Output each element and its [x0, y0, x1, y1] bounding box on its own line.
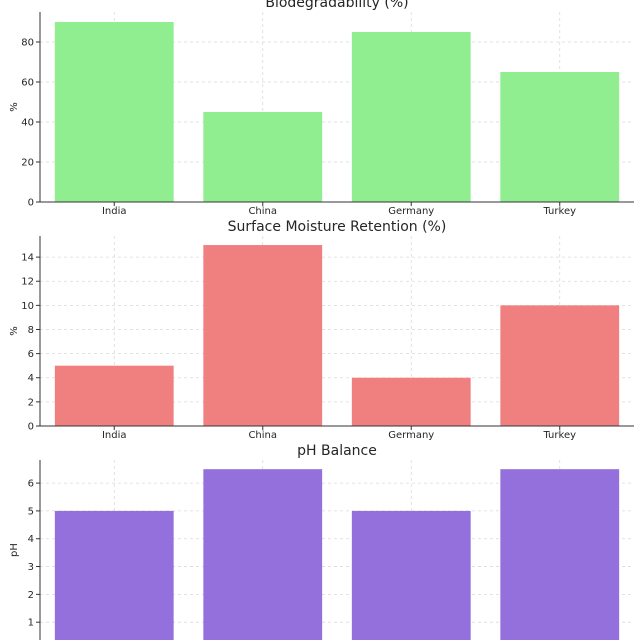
y-tick-label: 4 — [28, 534, 34, 545]
bar-india — [54, 22, 174, 202]
bar-china — [203, 245, 323, 426]
y-tick-label: 2 — [28, 397, 34, 408]
bar-germany — [351, 510, 471, 644]
y-axis-label: % — [9, 102, 20, 112]
y-tick-label: 8 — [28, 325, 34, 336]
bar-china — [203, 112, 323, 202]
y-tick-label: 6 — [28, 479, 34, 490]
y-tick-label: 20 — [21, 158, 34, 169]
y-axis-label: % — [9, 326, 20, 336]
x-tick-label: Germany — [388, 206, 434, 217]
y-tick-label: 2 — [28, 590, 34, 601]
y-axis-label: pH — [9, 543, 20, 557]
bar-turkey — [500, 72, 620, 202]
chart-title: pH Balance — [297, 443, 377, 459]
x-tick-label: Germany — [388, 430, 434, 441]
y-tick-label: 5 — [28, 506, 34, 517]
chart-title: Surface Moisture Retention (%) — [228, 219, 447, 235]
bar-india — [54, 365, 174, 426]
x-tick-label: China — [248, 430, 277, 441]
y-tick-label: 0 — [28, 198, 34, 209]
bar-turkey — [500, 469, 620, 644]
bar-turkey — [500, 305, 620, 426]
y-tick-label: 3 — [28, 562, 34, 573]
y-tick-label: 4 — [28, 373, 34, 384]
x-tick-label: India — [102, 206, 127, 217]
bar-china — [203, 469, 323, 644]
chart-panel-1: 0 20 40 60 80 India China Germany Turkey Biodegra… — [9, 0, 634, 217]
y-tick-label: 10 — [21, 301, 34, 312]
y-tick-label: 40 — [21, 118, 34, 129]
y-tick-label: 6 — [28, 349, 34, 360]
x-tick-label: Turkey — [542, 206, 576, 217]
chart-panel-2: 0 2 4 6 8 10 12 14 India China Germany Turkey Surfac… — [9, 219, 634, 441]
bar-india — [54, 510, 174, 644]
y-tick-label: 60 — [21, 78, 34, 89]
x-tick-label: Turkey — [542, 430, 576, 441]
y-tick-label: 1 — [28, 618, 34, 629]
y-tick-label: 12 — [21, 277, 34, 288]
x-tick-label: India — [102, 430, 127, 441]
y-tick-label: 80 — [21, 38, 34, 49]
bar-germany — [351, 32, 471, 202]
y-tick-label: 14 — [21, 253, 34, 264]
bar-germany — [351, 377, 471, 426]
chart-title: Biodegradability (%) — [265, 0, 408, 11]
chart-panel-3: 123456IndiaChinaGermanyTurkeypH Balancep… — [9, 443, 634, 644]
y-tick-label: 0 — [28, 422, 34, 433]
x-tick-label: China — [248, 206, 277, 217]
